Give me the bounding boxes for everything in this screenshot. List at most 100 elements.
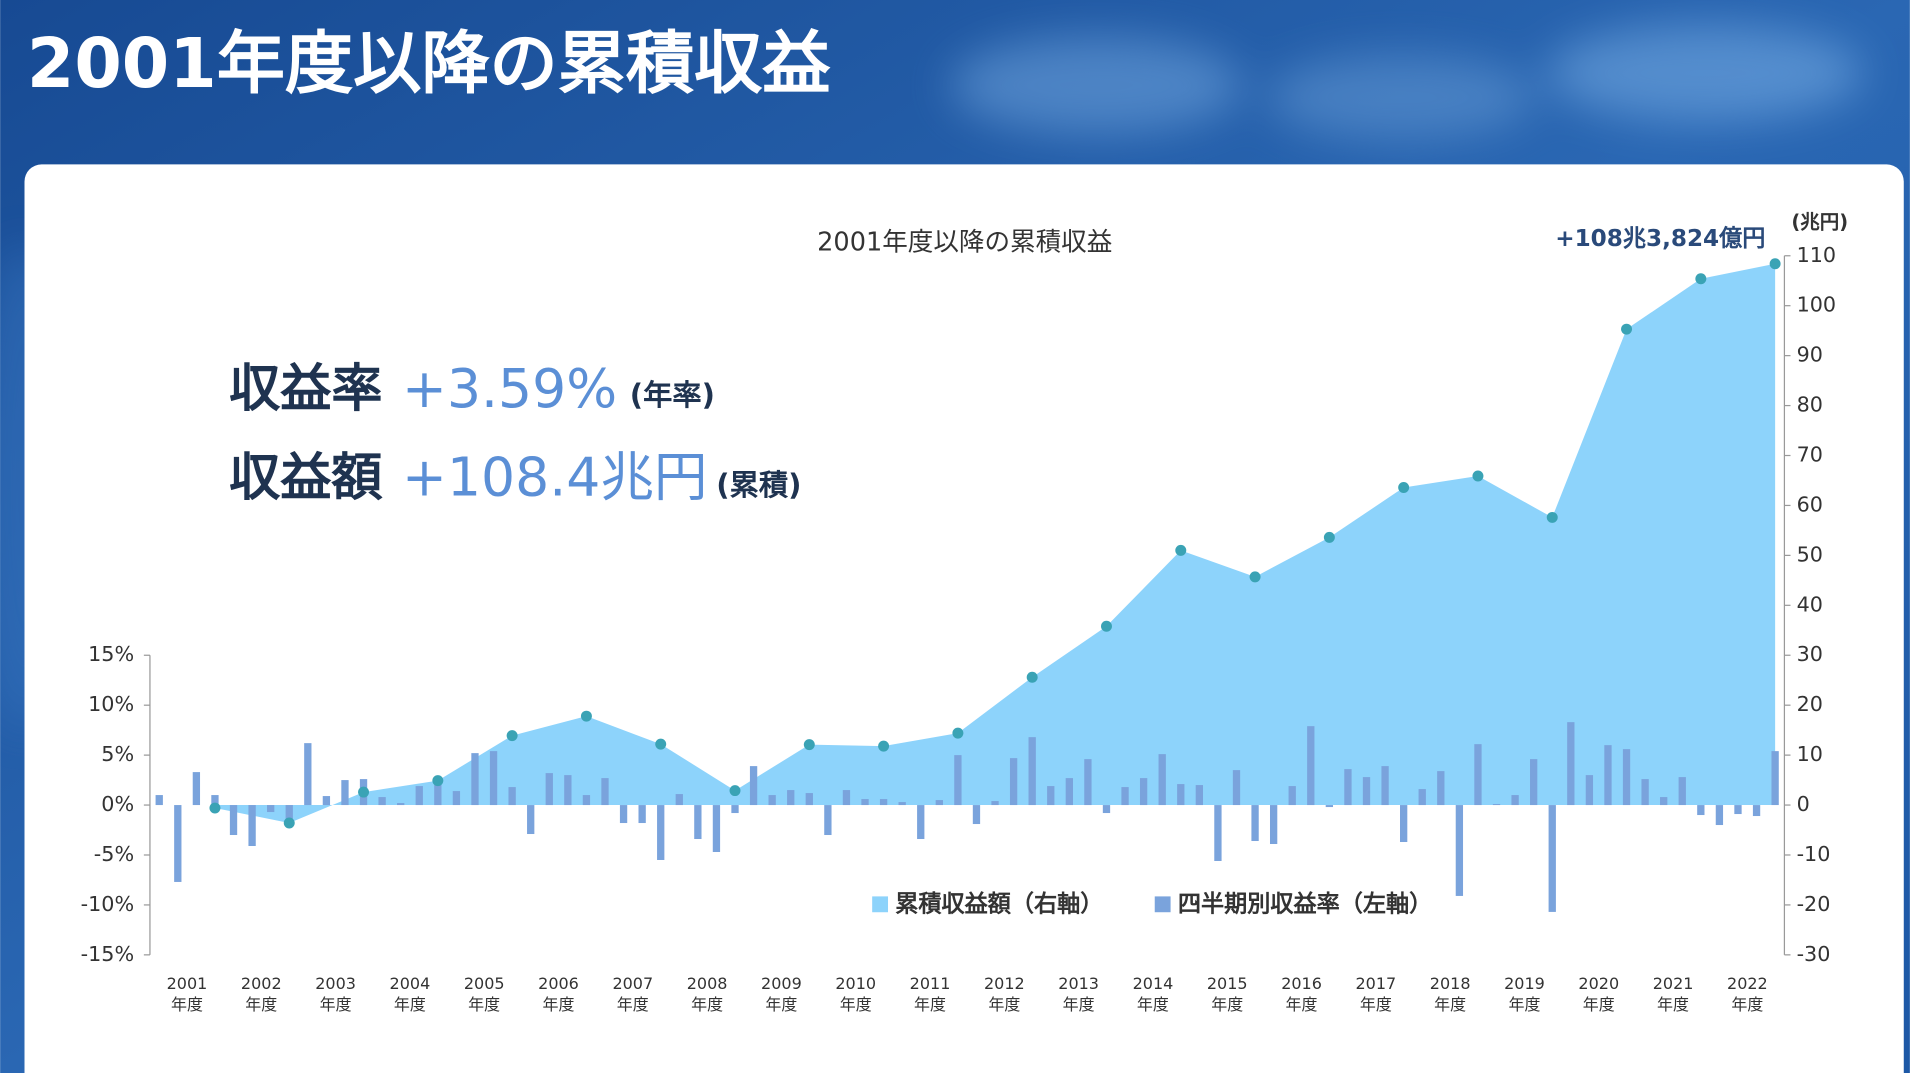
bar — [341, 780, 349, 806]
legend-label: 累積収益額（右軸） — [895, 890, 1103, 917]
bar — [1214, 805, 1222, 861]
point — [1323, 531, 1335, 543]
y2-tick-label: -10 — [1797, 842, 1831, 866]
bar — [415, 786, 423, 806]
bar — [1641, 779, 1649, 806]
x-tick-label: 2021 年度 — [1652, 974, 1694, 1014]
bar — [1158, 754, 1166, 806]
bar — [1622, 749, 1631, 806]
x-tick-label: 2007 年度 — [612, 974, 654, 1014]
bar — [1455, 805, 1464, 896]
point — [1472, 470, 1484, 482]
bar — [397, 803, 405, 806]
bar — [1047, 786, 1055, 806]
y-tick-label: 0% — [101, 792, 134, 816]
point — [1695, 273, 1707, 285]
bar — [657, 805, 665, 860]
bar — [1009, 758, 1018, 806]
y2-tick-label: 80 — [1797, 393, 1823, 417]
y-tick-label: -15% — [81, 942, 134, 966]
bar — [434, 784, 442, 806]
x-tick-label: 2016 年度 — [1281, 974, 1322, 1014]
point — [1100, 620, 1112, 632]
bar — [582, 795, 591, 806]
bar — [192, 772, 201, 806]
bar — [1084, 759, 1092, 806]
headline-note: (年率) — [630, 378, 715, 412]
bar — [601, 778, 609, 806]
bar — [1344, 769, 1352, 806]
point — [1769, 258, 1781, 270]
y-tick-label: 15% — [88, 642, 134, 666]
headline-value: +3.59% — [402, 357, 617, 420]
bar — [1195, 785, 1204, 806]
y2-tick-label: -20 — [1797, 892, 1831, 916]
x-tick-label: 2010 年度 — [835, 974, 877, 1014]
y2-tick-label: -30 — [1797, 942, 1831, 966]
point — [803, 739, 815, 751]
point — [1026, 671, 1038, 683]
bar — [1362, 777, 1371, 806]
bar — [1752, 805, 1761, 817]
area — [214, 263, 1776, 824]
card — [24, 164, 1904, 1073]
point — [432, 775, 444, 787]
x-tick-label: 2017 年度 — [1355, 974, 1397, 1014]
bar — [1232, 770, 1241, 806]
bar — [1697, 805, 1705, 816]
bar — [1288, 786, 1296, 806]
x-tick-label: 2008 年度 — [686, 974, 728, 1014]
point — [878, 740, 890, 752]
bar — [1139, 778, 1148, 806]
bar — [972, 805, 981, 825]
bar — [1307, 726, 1315, 806]
x-tick-label: 2004 年度 — [389, 974, 431, 1014]
bar — [1381, 766, 1389, 806]
bar — [322, 796, 331, 806]
x-tick-label: 2012 年度 — [983, 974, 1025, 1014]
headline-note: (累積) — [716, 468, 801, 502]
bar — [508, 787, 516, 806]
bar — [805, 793, 813, 806]
y2-tick-label: 110 — [1797, 243, 1837, 267]
y2-tick-label: 30 — [1797, 642, 1823, 666]
point — [506, 730, 518, 742]
bar — [489, 751, 498, 806]
bar — [638, 805, 646, 824]
bar — [1028, 737, 1036, 806]
bar — [1715, 805, 1724, 826]
y2-tick-label: 100 — [1797, 293, 1837, 317]
bar — [378, 797, 386, 806]
bar — [304, 743, 312, 806]
x-tick-label: 2005 年度 — [463, 974, 505, 1014]
bar — [787, 790, 795, 806]
bar — [545, 773, 553, 806]
y-tick-label: -5% — [94, 842, 134, 866]
bar — [1418, 789, 1426, 806]
headline-value: +108.4兆円 — [402, 446, 707, 509]
y2-tick-label: 90 — [1797, 343, 1823, 367]
x-tick-label: 2013 年度 — [1058, 974, 1099, 1014]
point — [209, 802, 221, 814]
bar — [1121, 787, 1129, 806]
chart-title: 2001年度以降の累積収益 — [817, 228, 1112, 258]
y2-tick-label: 60 — [1797, 492, 1823, 516]
end-label: +108兆3,824億円 — [1555, 226, 1765, 252]
x-tick-label: 2001 年度 — [166, 974, 208, 1014]
headline-label: 収益率 — [229, 360, 382, 419]
bar — [1660, 797, 1668, 806]
point — [1249, 571, 1261, 583]
bar — [861, 799, 869, 806]
bar — [1437, 771, 1445, 806]
point — [729, 785, 741, 797]
point — [1175, 544, 1187, 556]
y2-tick-label: 10 — [1797, 742, 1823, 766]
y2-tick-label: 70 — [1797, 443, 1823, 467]
x-tick-label: 2011 年度 — [909, 974, 951, 1014]
bar — [749, 766, 758, 806]
bar — [155, 795, 163, 806]
y-tick-label: -10% — [81, 892, 134, 916]
bar — [712, 805, 721, 852]
